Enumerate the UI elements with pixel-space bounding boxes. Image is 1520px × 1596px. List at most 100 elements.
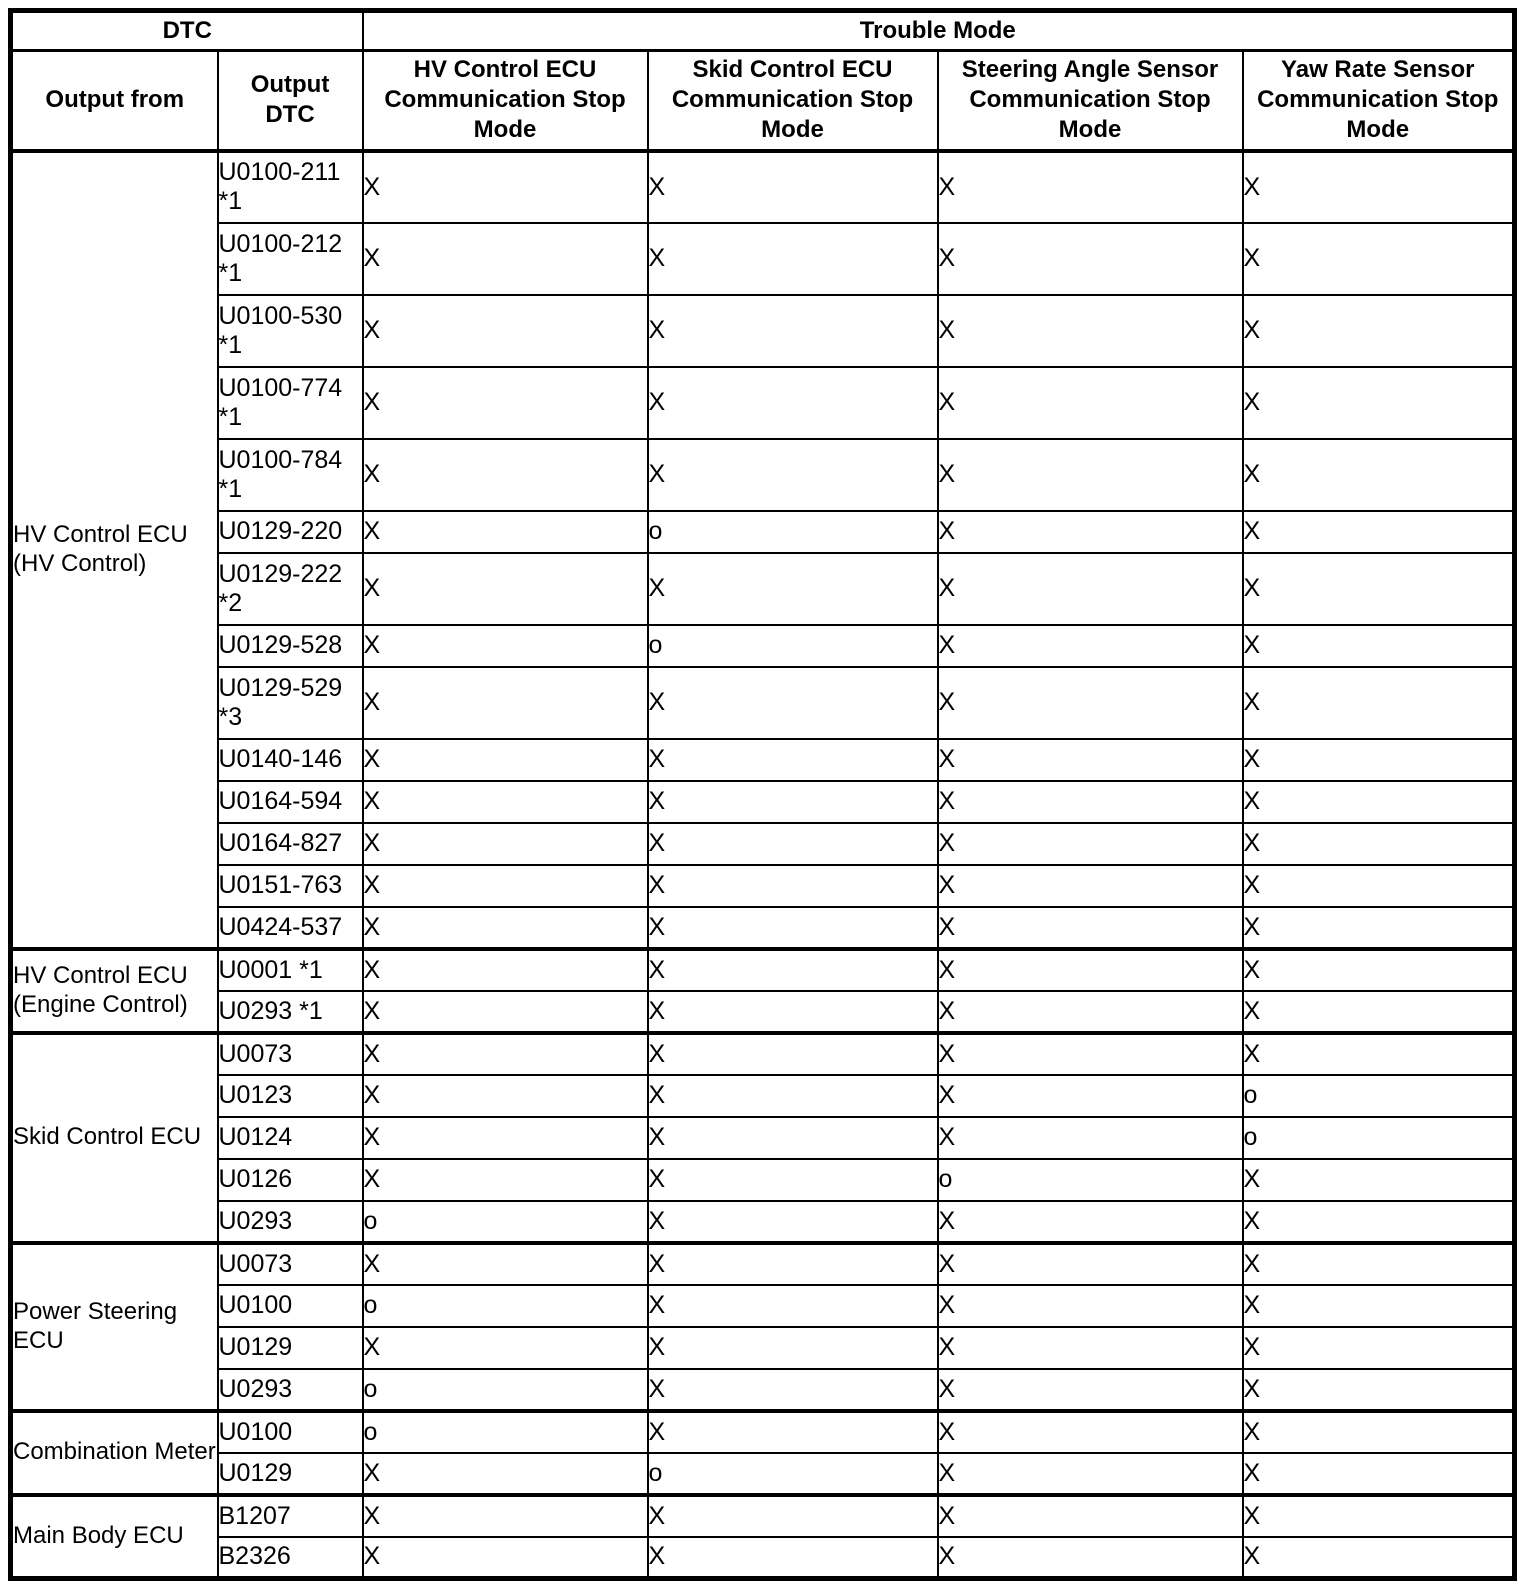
trouble-value-cell: X xyxy=(646,737,939,782)
table-row: U0126 X X o X xyxy=(11,1157,1516,1202)
dtc-code-cell: U0100 xyxy=(216,1408,364,1454)
trouble-value-cell: X xyxy=(646,1283,939,1328)
trouble-value-cell: X xyxy=(1241,551,1516,626)
table-row: U0123 X X X o xyxy=(11,1073,1516,1118)
dtc-code-cell: B1207 xyxy=(216,1492,364,1538)
table-row: U0129-528 X o X X xyxy=(11,623,1516,668)
trouble-value-cell: X xyxy=(936,946,1244,992)
trouble-value-cell: X xyxy=(1241,509,1516,554)
dtc-code-cell: U0129-529 *3 xyxy=(216,665,364,740)
trouble-value-cell: X xyxy=(646,946,939,992)
output-from-cell: Combination Meter xyxy=(9,1408,219,1496)
trouble-value-cell: X xyxy=(646,1408,939,1454)
trouble-value-cell: X xyxy=(1241,779,1516,824)
table-row: U0293 o X X X xyxy=(11,1367,1516,1412)
dtc-code-cell: U0126 xyxy=(216,1157,364,1202)
output-from-cell: HV Control ECU (HV Control) xyxy=(9,148,219,950)
trouble-value-cell: X xyxy=(646,1367,939,1412)
trouble-value-cell: X xyxy=(1241,989,1516,1034)
trouble-value-cell: X xyxy=(936,1240,1244,1286)
table-row: U0129-529 *3 X X X X xyxy=(11,665,1516,740)
table-row: U0100-212 *1 X X X X xyxy=(11,221,1516,296)
trouble-value-cell: X xyxy=(1241,737,1516,782)
trouble-value-cell: o xyxy=(361,1283,649,1328)
trouble-value-cell: X xyxy=(1241,821,1516,866)
trouble-value-cell: X xyxy=(936,1073,1244,1118)
trouble-value-cell: X xyxy=(646,148,939,224)
table-row: U0100-784 *1 X X X X xyxy=(11,437,1516,512)
trouble-value-cell: X xyxy=(646,863,939,908)
trouble-value-cell: X xyxy=(1241,1240,1516,1286)
trouble-value-cell: X xyxy=(646,779,939,824)
dtc-code-cell: U0140-146 xyxy=(216,737,364,782)
table-row: U0129 X o X X xyxy=(11,1451,1516,1496)
dtc-code-cell: U0129-528 xyxy=(216,623,364,668)
table-row: U0129-220 X o X X xyxy=(11,509,1516,554)
trouble-value-cell: X xyxy=(936,1115,1244,1160)
trouble-value-cell: X xyxy=(936,821,1244,866)
trouble-value-cell: X xyxy=(361,665,649,740)
trouble-value-cell: X xyxy=(646,221,939,296)
table-row: Combination Meter U0100 o X X X xyxy=(9,1408,1516,1496)
trouble-value-cell: X xyxy=(646,1199,939,1244)
trouble-value-cell: X xyxy=(936,1030,1244,1076)
trouble-value-cell: X xyxy=(646,1030,939,1076)
trouble-value-cell: X xyxy=(1241,1199,1516,1244)
trouble-value-cell: o xyxy=(646,509,939,554)
table-row: HV Control ECU (Engine Control) U0001 *1… xyxy=(9,946,1516,1034)
trouble-value-cell: X xyxy=(936,1367,1244,1412)
trouble-value-cell: X xyxy=(361,946,649,992)
trouble-value-cell: X xyxy=(361,221,649,296)
trouble-value-cell: X xyxy=(646,437,939,512)
trouble-value-cell: X xyxy=(646,989,939,1034)
trouble-value-cell: X xyxy=(1241,665,1516,740)
table-row: Main Body ECU B1207 X X X X xyxy=(9,1492,1516,1580)
trouble-value-cell: o xyxy=(936,1157,1244,1202)
table-row: U0424-537 X X X X xyxy=(11,905,1516,950)
trouble-value-cell: X xyxy=(646,365,939,440)
trouble-value-cell: X xyxy=(936,1283,1244,1328)
trouble-value-cell: X xyxy=(936,221,1244,296)
trouble-value-cell: o xyxy=(361,1367,649,1412)
trouble-value-cell: X xyxy=(1241,1157,1516,1202)
table-row: U0293 o X X X xyxy=(11,1199,1516,1244)
dtc-code-cell: U0001 *1 xyxy=(216,946,364,992)
trouble-value-cell: X xyxy=(1241,1451,1516,1496)
trouble-value-cell: X xyxy=(361,623,649,668)
column-header-row: Output from Output DTC HV Control ECU Co… xyxy=(9,49,1516,152)
trouble-value-cell: o xyxy=(646,623,939,668)
trouble-value-cell: X xyxy=(936,1199,1244,1244)
trouble-value-cell: X xyxy=(361,1451,649,1496)
trouble-value-cell: X xyxy=(1241,1535,1516,1580)
trouble-value-cell: X xyxy=(936,509,1244,554)
trouble-value-cell: X xyxy=(646,1325,939,1370)
table-row: U0124 X X X o xyxy=(11,1115,1516,1160)
trouble-value-cell: X xyxy=(1241,148,1516,224)
table-header: DTC Trouble Mode Output from Output DTC … xyxy=(9,9,1516,152)
dtc-code-cell: U0100-784 *1 xyxy=(216,437,364,512)
output-from-cell: Power Steering ECU xyxy=(9,1240,219,1412)
output-from-header-cell: Output from xyxy=(9,49,219,152)
trouble-value-cell: X xyxy=(646,293,939,368)
trouble-value-cell: X xyxy=(936,1408,1244,1454)
table-row: HV Control ECU (HV Control) U0100-211 *1… xyxy=(9,148,1516,950)
dtc-code-cell: U0073 xyxy=(216,1240,364,1286)
dtc-code-cell: U0123 xyxy=(216,1073,364,1118)
dtc-code-cell: U0100 xyxy=(216,1283,364,1328)
trouble-value-cell: X xyxy=(1241,863,1516,908)
table-row: U0164-827 X X X X xyxy=(11,821,1516,866)
dtc-code-cell: U0124 xyxy=(216,1115,364,1160)
trouble-value-cell: X xyxy=(936,737,1244,782)
dtc-code-cell: U0100-212 *1 xyxy=(216,221,364,296)
mode-header-yaw-rate-sensor: Yaw Rate Sensor Communication Stop Mode xyxy=(1241,49,1516,152)
dtc-code-cell: U0129 xyxy=(216,1451,364,1496)
trouble-value-cell: X xyxy=(361,1240,649,1286)
table-row: Skid Control ECU U0073 X X X X xyxy=(9,1030,1516,1244)
dtc-section-header: DTC xyxy=(9,9,364,52)
table-row: U0129 X X X X xyxy=(11,1325,1516,1370)
trouble-value-cell: X xyxy=(361,779,649,824)
trouble-mode-section-header: Trouble Mode xyxy=(361,9,1516,52)
dtc-code-cell: B2326 xyxy=(216,1535,364,1580)
table-row: Power Steering ECU U0073 X X X X xyxy=(9,1240,1516,1412)
table-row: U0100-774 *1 X X X X xyxy=(11,365,1516,440)
